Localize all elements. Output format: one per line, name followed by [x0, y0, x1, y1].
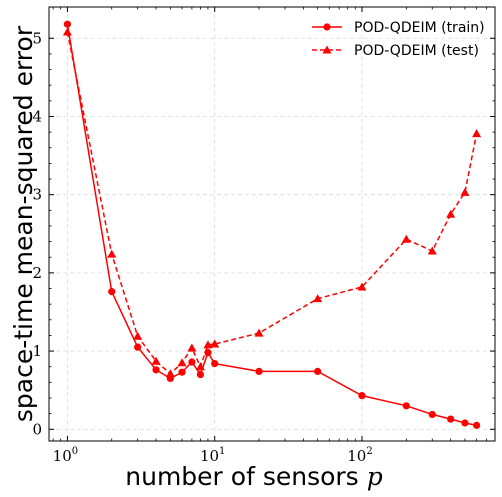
test-data-point: [446, 209, 456, 218]
legend-test-label: POD-QDEIM (test): [354, 43, 479, 59]
test-data-point: [165, 369, 175, 378]
x-axis-label-text: number of sensors: [125, 462, 358, 491]
x-tick-label: 101: [200, 446, 225, 465]
train-data-point: [447, 415, 455, 423]
test-data-point: [177, 358, 187, 367]
test-data-point: [62, 27, 72, 36]
test-data-point: [107, 249, 117, 258]
test-data-point: [203, 340, 213, 349]
x-tick-label-exponent: 2: [366, 446, 372, 457]
train-data-point: [178, 368, 186, 376]
x-axis-label: number of sensors p: [125, 462, 382, 491]
series-line-train: [66, 24, 477, 427]
train-data-point: [63, 20, 72, 28]
legend: POD-QDEIM (train) POD-QDEIM (test): [312, 20, 485, 59]
x-tick-label-base: 10: [53, 447, 72, 465]
test-data-point: [210, 339, 220, 348]
y-axis-label: space-time mean-squared error: [9, 25, 38, 422]
train-data-point: [152, 366, 160, 374]
x-tick-label-exponent: 0: [72, 446, 78, 457]
train-data-point: [402, 402, 410, 410]
y-tick-label: 0: [32, 420, 42, 438]
legend-train-marker: [323, 23, 331, 31]
test-data-point: [401, 234, 411, 243]
x-axis-label-symbol: p: [367, 462, 383, 491]
test-data-point: [187, 343, 197, 352]
x-tick-label-base: 10: [347, 447, 366, 465]
test-data-point: [313, 294, 323, 303]
train-data-point: [314, 367, 322, 376]
test-data-point: [460, 187, 470, 196]
y-tick-label: 2: [32, 264, 42, 282]
train-data-point: [461, 419, 469, 427]
train-data-point: [428, 410, 436, 419]
train-data-point: [108, 288, 116, 296]
test-data-point: [254, 328, 264, 337]
train-data-point: [188, 358, 196, 366]
test-data-point: [427, 246, 437, 255]
series-line-test: [66, 31, 478, 375]
test-data-point: [151, 356, 161, 365]
test-data-point: [195, 362, 205, 371]
test-data-point: [472, 129, 482, 138]
test-data-point: [357, 282, 367, 291]
x-tick-label: 100: [53, 446, 78, 465]
legend-train-label: POD-QDEIM (train): [354, 20, 485, 36]
x-tick-label-exponent: 1: [219, 446, 225, 457]
y-tick-label: 1: [32, 342, 42, 360]
y-tick-label: 4: [32, 107, 42, 125]
train-data-point: [196, 370, 205, 379]
grid-layer: [49, 7, 495, 441]
x-tick-label-base: 10: [200, 447, 219, 465]
x-tick-label: 102: [347, 446, 372, 465]
series-layer: [62, 20, 482, 429]
train-data-point: [211, 359, 219, 368]
y-tick-label: 3: [32, 186, 42, 204]
train-data-point: [358, 392, 366, 400]
legend-test-marker: [322, 45, 332, 54]
y-tick-label: 5: [32, 29, 42, 47]
train-data-point: [134, 343, 142, 351]
test-data-point: [133, 331, 143, 340]
plot-frame: [48, 6, 496, 442]
train-data-point: [472, 421, 481, 429]
train-data-point: [255, 367, 263, 376]
